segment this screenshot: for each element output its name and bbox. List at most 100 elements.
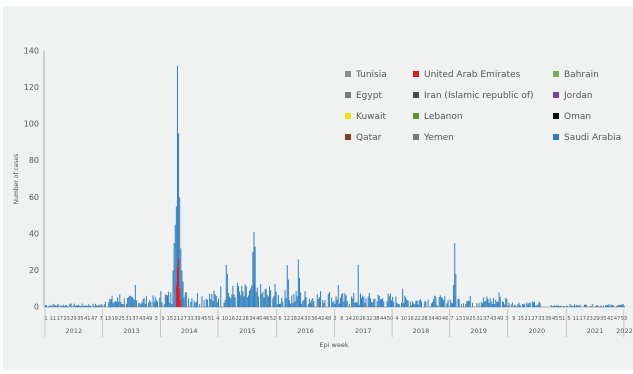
x-week-tick-label: 2	[333, 316, 336, 322]
y-tick-label: 120	[24, 83, 39, 92]
x-week-tick-label: 20	[352, 316, 358, 322]
x-week-tick-label: 17	[57, 316, 63, 322]
bar-saudi-arabia	[255, 292, 257, 307]
bar-saudi-arabia	[575, 306, 577, 307]
bar-saudi-arabia	[491, 304, 493, 307]
bar-saudi-arabia	[194, 302, 196, 307]
bar-saudi-arabia	[173, 243, 175, 307]
bar-saudi-arabia	[76, 305, 78, 307]
x-week-tick-label: 43	[490, 316, 496, 322]
y-tick-label: 80	[29, 156, 39, 165]
bar-saudi-arabia	[132, 298, 134, 307]
bar-saudi-arabia	[361, 297, 363, 307]
x-week-tick-label: 38	[373, 316, 379, 322]
x-week-tick-label: 12	[284, 316, 290, 322]
bar-saudi-arabia	[241, 285, 243, 307]
bar-saudi-arabia	[358, 304, 360, 307]
bar-saudi-arabia	[92, 303, 94, 307]
x-week-tick-label: 31	[476, 316, 482, 322]
bar-saudi-arabia	[48, 306, 50, 307]
bar-saudi-arabia	[518, 302, 520, 307]
bar-saudi-arabia	[184, 292, 186, 307]
bar-saudi-arabia	[185, 292, 187, 307]
x-week-tick-label: 40	[256, 316, 262, 322]
bar-saudi-arabia	[87, 306, 89, 307]
bar-saudi-arabia	[403, 302, 405, 307]
bar-saudi-arabia	[331, 297, 333, 307]
bar-saudi-arabia	[335, 296, 337, 307]
x-week-tick-label: 35	[77, 316, 83, 322]
bar-saudi-arabia	[596, 305, 598, 307]
bar-saudi-arabia	[457, 299, 459, 307]
bar-saudi-arabia	[579, 304, 581, 307]
bar-saudi-arabia	[600, 305, 602, 307]
y-axis: 0 20 40 60 80 100 120 140 Number of cases	[13, 47, 45, 312]
bar-saudi-arabia	[170, 292, 172, 307]
bar-saudi-arabia	[74, 306, 76, 307]
bar-saudi-arabia	[383, 301, 385, 307]
bar-saudi-arabia	[352, 298, 354, 307]
bar-saudi-arabia	[317, 298, 319, 307]
bar-saudi-arabia	[609, 306, 611, 307]
bar-saudi-arabia	[225, 264, 227, 307]
bar-saudi-arabia	[511, 302, 513, 307]
x-week-tick-label: 42	[318, 316, 324, 322]
bar-saudi-arabia	[469, 295, 471, 307]
bar-saudi-arabia	[79, 306, 81, 307]
bar-saudi-arabia	[377, 294, 379, 307]
bar-saudi-arabia	[165, 294, 167, 307]
bar-saudi-arabia	[554, 305, 556, 307]
bar-saudi-arabia	[310, 302, 312, 307]
bar-saudi-arabia	[499, 296, 501, 307]
bar-saudi-arabia	[53, 304, 55, 307]
bar-saudi-arabia	[60, 305, 62, 307]
bar-saudi-arabia	[246, 297, 248, 307]
bar-saudi-arabia	[522, 304, 524, 307]
x-week-tick-label: 9	[512, 316, 515, 322]
bar-saudi-arabia	[489, 298, 491, 307]
bar-saudi-arabia	[586, 305, 588, 307]
x-week-tick-label: 29	[70, 316, 76, 322]
bar-saudi-arabia	[304, 291, 306, 307]
x-week-tick-label: 28	[242, 316, 248, 322]
legend-label: Tunisia	[355, 70, 387, 80]
bar-saudi-arabia	[432, 301, 434, 307]
bar-saudi-arabia	[69, 303, 71, 307]
bar-saudi-arabia	[290, 303, 292, 307]
bar-saudi-arabia	[288, 300, 290, 307]
bar-saudi-arabia	[465, 303, 467, 307]
bar-saudi-arabia	[141, 302, 143, 307]
bar-saudi-arabia	[294, 301, 296, 307]
bar-saudi-arabia	[493, 297, 495, 307]
x-week-tick-label: 39	[545, 316, 551, 322]
legend-label: Saudi Arabia	[564, 133, 621, 143]
year-label: 2014	[181, 327, 198, 335]
bar-saudi-arabia	[149, 300, 151, 307]
legend-label: Jordan	[563, 91, 593, 101]
bar-saudi-arabia	[134, 285, 136, 307]
bar-saudi-arabia	[86, 305, 88, 307]
bar-saudi-arabia	[94, 303, 96, 307]
bar-saudi-arabia	[230, 298, 232, 307]
legend-label: Yemen	[423, 133, 454, 143]
legend-swatch	[413, 71, 419, 77]
bar-saudi-arabia	[117, 297, 119, 307]
x-week-tick-label: 26	[359, 316, 365, 322]
x-week-tick-label: 46	[263, 316, 269, 322]
bar-saudi-arabia	[266, 295, 268, 307]
bar-saudi-arabia	[135, 300, 137, 307]
bar-saudi-arabia	[267, 296, 269, 307]
bar-saudi-arabia	[409, 301, 411, 307]
bar-saudi-arabia	[52, 303, 54, 307]
bar-saudi-arabia	[249, 290, 251, 307]
bar-saudi-arabia	[351, 296, 353, 307]
bar-saudi-arabia	[458, 298, 460, 307]
x-week-tick-label: 7	[450, 316, 453, 322]
x-week-tick-label: 19	[112, 316, 118, 322]
bar-saudi-arabia	[323, 303, 325, 307]
x-week-tick-label: 37	[483, 316, 489, 322]
bar-saudi-arabia	[407, 300, 409, 307]
bar-saudi-arabia	[507, 305, 509, 307]
bar-saudi-arabia	[243, 296, 245, 307]
bar-saudi-arabia	[70, 303, 72, 307]
